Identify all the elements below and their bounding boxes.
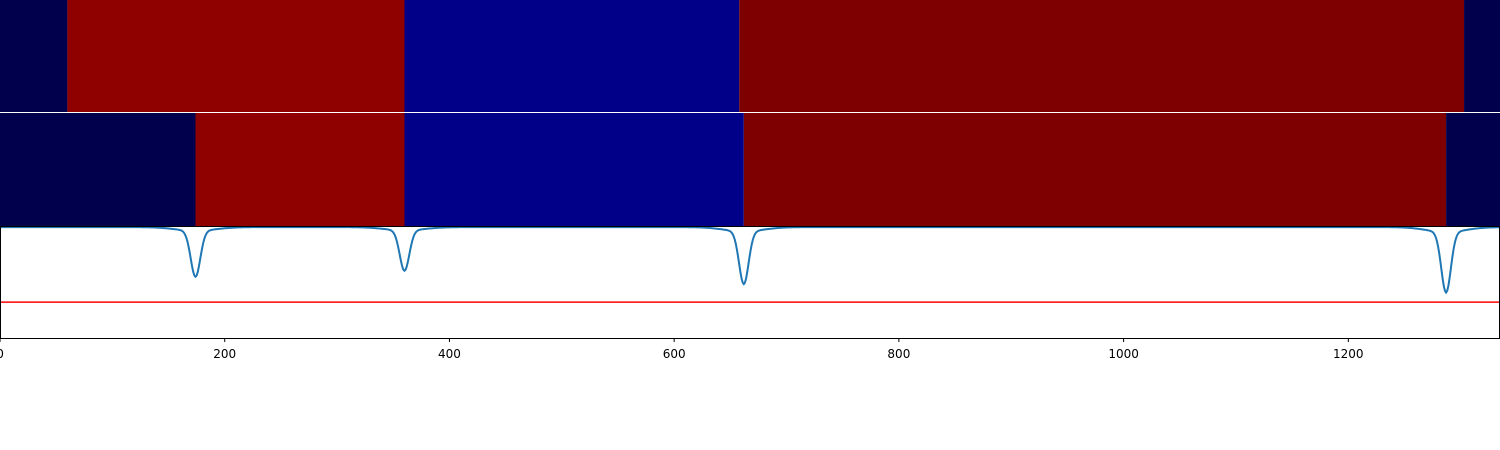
x-tick-label-800: 800 xyxy=(887,347,910,361)
x-tick-label-200: 200 xyxy=(213,347,236,361)
middle-heatmap-band xyxy=(0,113,1500,226)
signal-series-line xyxy=(0,226,1500,295)
top-band-segment-3 xyxy=(739,0,1465,112)
x-tick-label-0: 0 xyxy=(0,347,4,361)
middle-band-segment-0 xyxy=(0,113,196,226)
x-tick-label-1000: 1000 xyxy=(1108,347,1139,361)
top-band-segment-1 xyxy=(67,0,405,112)
signal-plot xyxy=(0,226,1500,339)
top-band-segment-2 xyxy=(404,0,740,112)
middle-band-segment-1 xyxy=(195,113,405,226)
top-band-segment-0 xyxy=(0,0,68,112)
x-tick-label-1200: 1200 xyxy=(1333,347,1364,361)
middle-band-segment-3 xyxy=(743,113,1447,226)
plot-frame xyxy=(0,226,1500,339)
x-axis: 0 200 400 600 800 1000 1200 xyxy=(0,338,1364,361)
top-heatmap-band xyxy=(0,0,1500,112)
middle-band-segment-2 xyxy=(404,113,744,226)
x-tick-label-400: 400 xyxy=(438,347,461,361)
x-tick-label-600: 600 xyxy=(663,347,686,361)
top-band-segment-4 xyxy=(1464,0,1500,112)
middle-band-segment-4 xyxy=(1446,113,1500,226)
